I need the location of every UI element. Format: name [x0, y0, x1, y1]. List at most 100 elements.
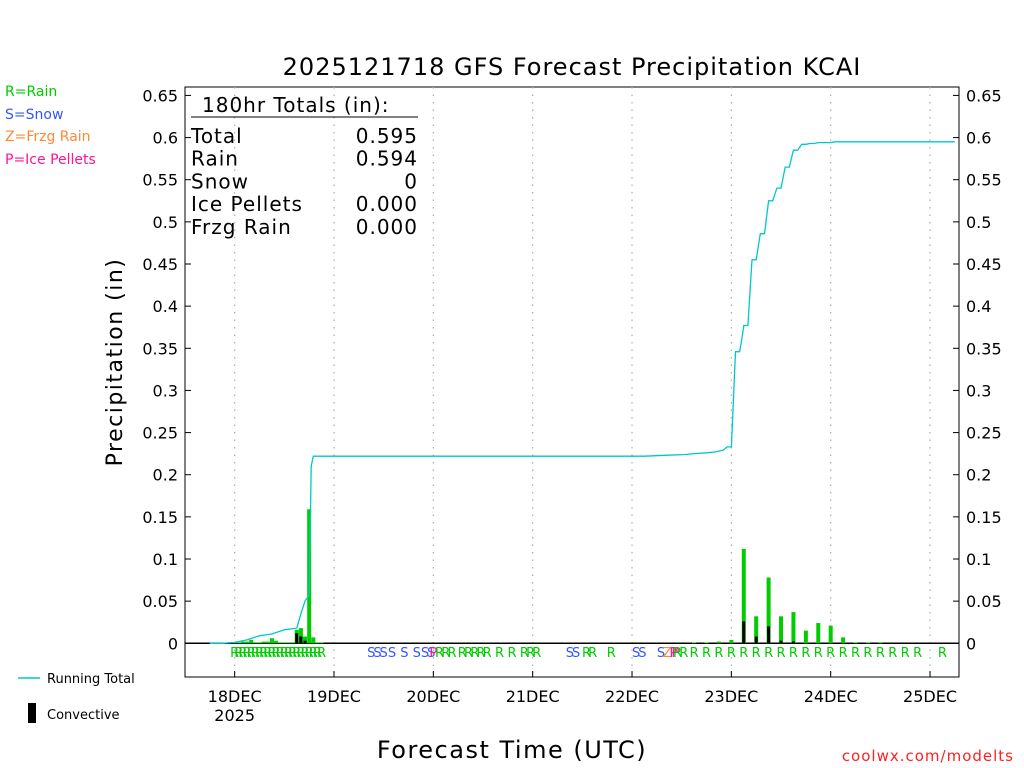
- ptype-marker: S: [566, 646, 574, 661]
- ptype-marker: S: [413, 646, 421, 661]
- ptype-marker: R: [702, 646, 711, 661]
- precip-bar: [319, 642, 324, 644]
- ptype-marker: R: [913, 646, 922, 661]
- ptype-marker: R: [309, 646, 318, 661]
- precip-bar: [716, 641, 721, 644]
- convective-bar: [754, 636, 758, 644]
- precip-bar: [791, 612, 796, 644]
- y-axis-label: Precipitation (in): [103, 258, 128, 467]
- running-total-line: [209, 141, 955, 644]
- y-tick-label-left: 0.35: [142, 339, 178, 358]
- ptype-marker: R: [464, 646, 473, 661]
- ptype-marker: R: [267, 646, 276, 661]
- totals-rows: Total 0.595 Rain 0.594 Snow 0 Ice Pellets 0.000…: [190, 124, 418, 239]
- ptype-marker: R: [714, 646, 723, 661]
- ptype-marker: R: [230, 646, 239, 661]
- plot-frame: [184, 86, 960, 678]
- ptype-marker: R: [526, 646, 535, 661]
- ptype-marker: P: [429, 646, 437, 661]
- y-ticks-layer: 0 0 0.05 0.05 0.1 0.1 0.15 0.15 0.2 0.2 0.25 0.25 0.…: [142, 86, 1001, 653]
- precip-bar: [253, 642, 258, 644]
- precip-bar: [274, 640, 279, 644]
- ptype-marker: R: [679, 646, 688, 661]
- ptype-marker: R: [607, 646, 616, 661]
- ptype-marker: R: [483, 646, 492, 661]
- ptype-marker: S: [572, 646, 580, 661]
- y-tick-label-right: 0.05: [966, 592, 1002, 611]
- ptype-marker: R: [435, 646, 444, 661]
- bars-layer: [232, 509, 883, 644]
- ptype-marker: R: [288, 646, 297, 661]
- y-tick-label-right: 0: [966, 634, 976, 653]
- ptype-marker: R: [532, 646, 541, 661]
- ptype-marker: R: [727, 646, 736, 661]
- ptype-marker: S: [427, 646, 435, 661]
- y-tick-label-right: 0.2: [966, 466, 991, 485]
- precip-bar: [841, 637, 846, 644]
- ptype-marker: R: [305, 646, 314, 661]
- ptype-marker: R: [296, 646, 305, 661]
- totals-row-value: 0.000: [356, 192, 418, 216]
- precip-bar: [303, 636, 308, 644]
- ptype-marker: R: [752, 646, 761, 661]
- ptype-marker: R: [276, 646, 285, 661]
- precip-bar: [704, 642, 709, 644]
- precip-bar: [240, 641, 245, 644]
- precip-bar: [278, 642, 283, 644]
- precip-bar: [269, 638, 274, 644]
- y-tick-label-left: 0.65: [142, 86, 178, 105]
- ptype-marker: R: [876, 646, 885, 661]
- y-tick-label-right: 0.25: [966, 424, 1002, 443]
- precip-bar: [245, 641, 250, 644]
- ptype-legend: R=Rain S=Snow Z=Frzg Rain P=Ice Pellets: [5, 84, 96, 168]
- ptype-marker: R: [259, 646, 268, 661]
- y-tick-label-left: 0.45: [142, 255, 178, 274]
- ptype-marker: R: [690, 646, 699, 661]
- ptype-marker: R: [234, 646, 243, 661]
- ptype-marker: R: [280, 646, 289, 661]
- ptype-marker: S: [421, 646, 429, 661]
- precip-bar: [692, 642, 697, 644]
- precip-bar: [298, 628, 303, 644]
- line-layer: [209, 141, 955, 644]
- legend-running-total: Running Total: [47, 672, 135, 687]
- precip-bar: [803, 630, 808, 644]
- ptype-marker: R: [851, 646, 860, 661]
- ptype-marker: R: [292, 646, 301, 661]
- ptype-marker: R: [243, 646, 252, 661]
- ptype-marker: R: [938, 646, 947, 661]
- ptype-marker: S: [388, 646, 396, 661]
- precip-bar: [741, 548, 746, 644]
- chart-title: 2025121718 GFS Forecast Precipitation KC…: [283, 53, 862, 81]
- legend-rain: R=Rain: [5, 84, 57, 100]
- y-tick-label-right: 0.3: [966, 381, 991, 400]
- legend-frzg-rain: Z=Frzg Rain: [5, 129, 91, 145]
- ptype-marker: R: [789, 646, 798, 661]
- ptype-marker: R: [507, 646, 516, 661]
- convective-bar: [791, 641, 795, 644]
- x-tick-label: 18DEC: [208, 687, 262, 706]
- ptype-marker: R: [441, 646, 450, 661]
- convective-bar: [767, 626, 771, 644]
- ptype-marker: Z: [663, 646, 672, 661]
- y-tick-label-left: 0.15: [142, 508, 178, 527]
- totals-row-value: 0: [404, 169, 418, 193]
- precip-bar: [878, 642, 883, 644]
- ptype-marker: S: [638, 646, 646, 661]
- precip-bar: [265, 641, 270, 644]
- precip-bar: [853, 642, 858, 644]
- ptype-marker: R: [520, 646, 529, 661]
- ptype-marker: P: [669, 646, 677, 661]
- ptype-marker: R: [284, 646, 293, 661]
- watermark: coolwx.com/modelts: [842, 747, 1014, 765]
- ptype-marker: R: [272, 646, 281, 661]
- precip-bar: [816, 623, 821, 644]
- precip-bar: [290, 642, 295, 644]
- precip-bar: [311, 637, 316, 644]
- totals-row-value: 0.594: [356, 147, 418, 171]
- convective-bar: [779, 640, 783, 644]
- ptype-marker: R: [301, 646, 310, 661]
- legend-snow: S=Snow: [5, 107, 63, 123]
- y-tick-label-right: 0.6: [966, 129, 991, 148]
- ptype-marker: R: [255, 646, 264, 661]
